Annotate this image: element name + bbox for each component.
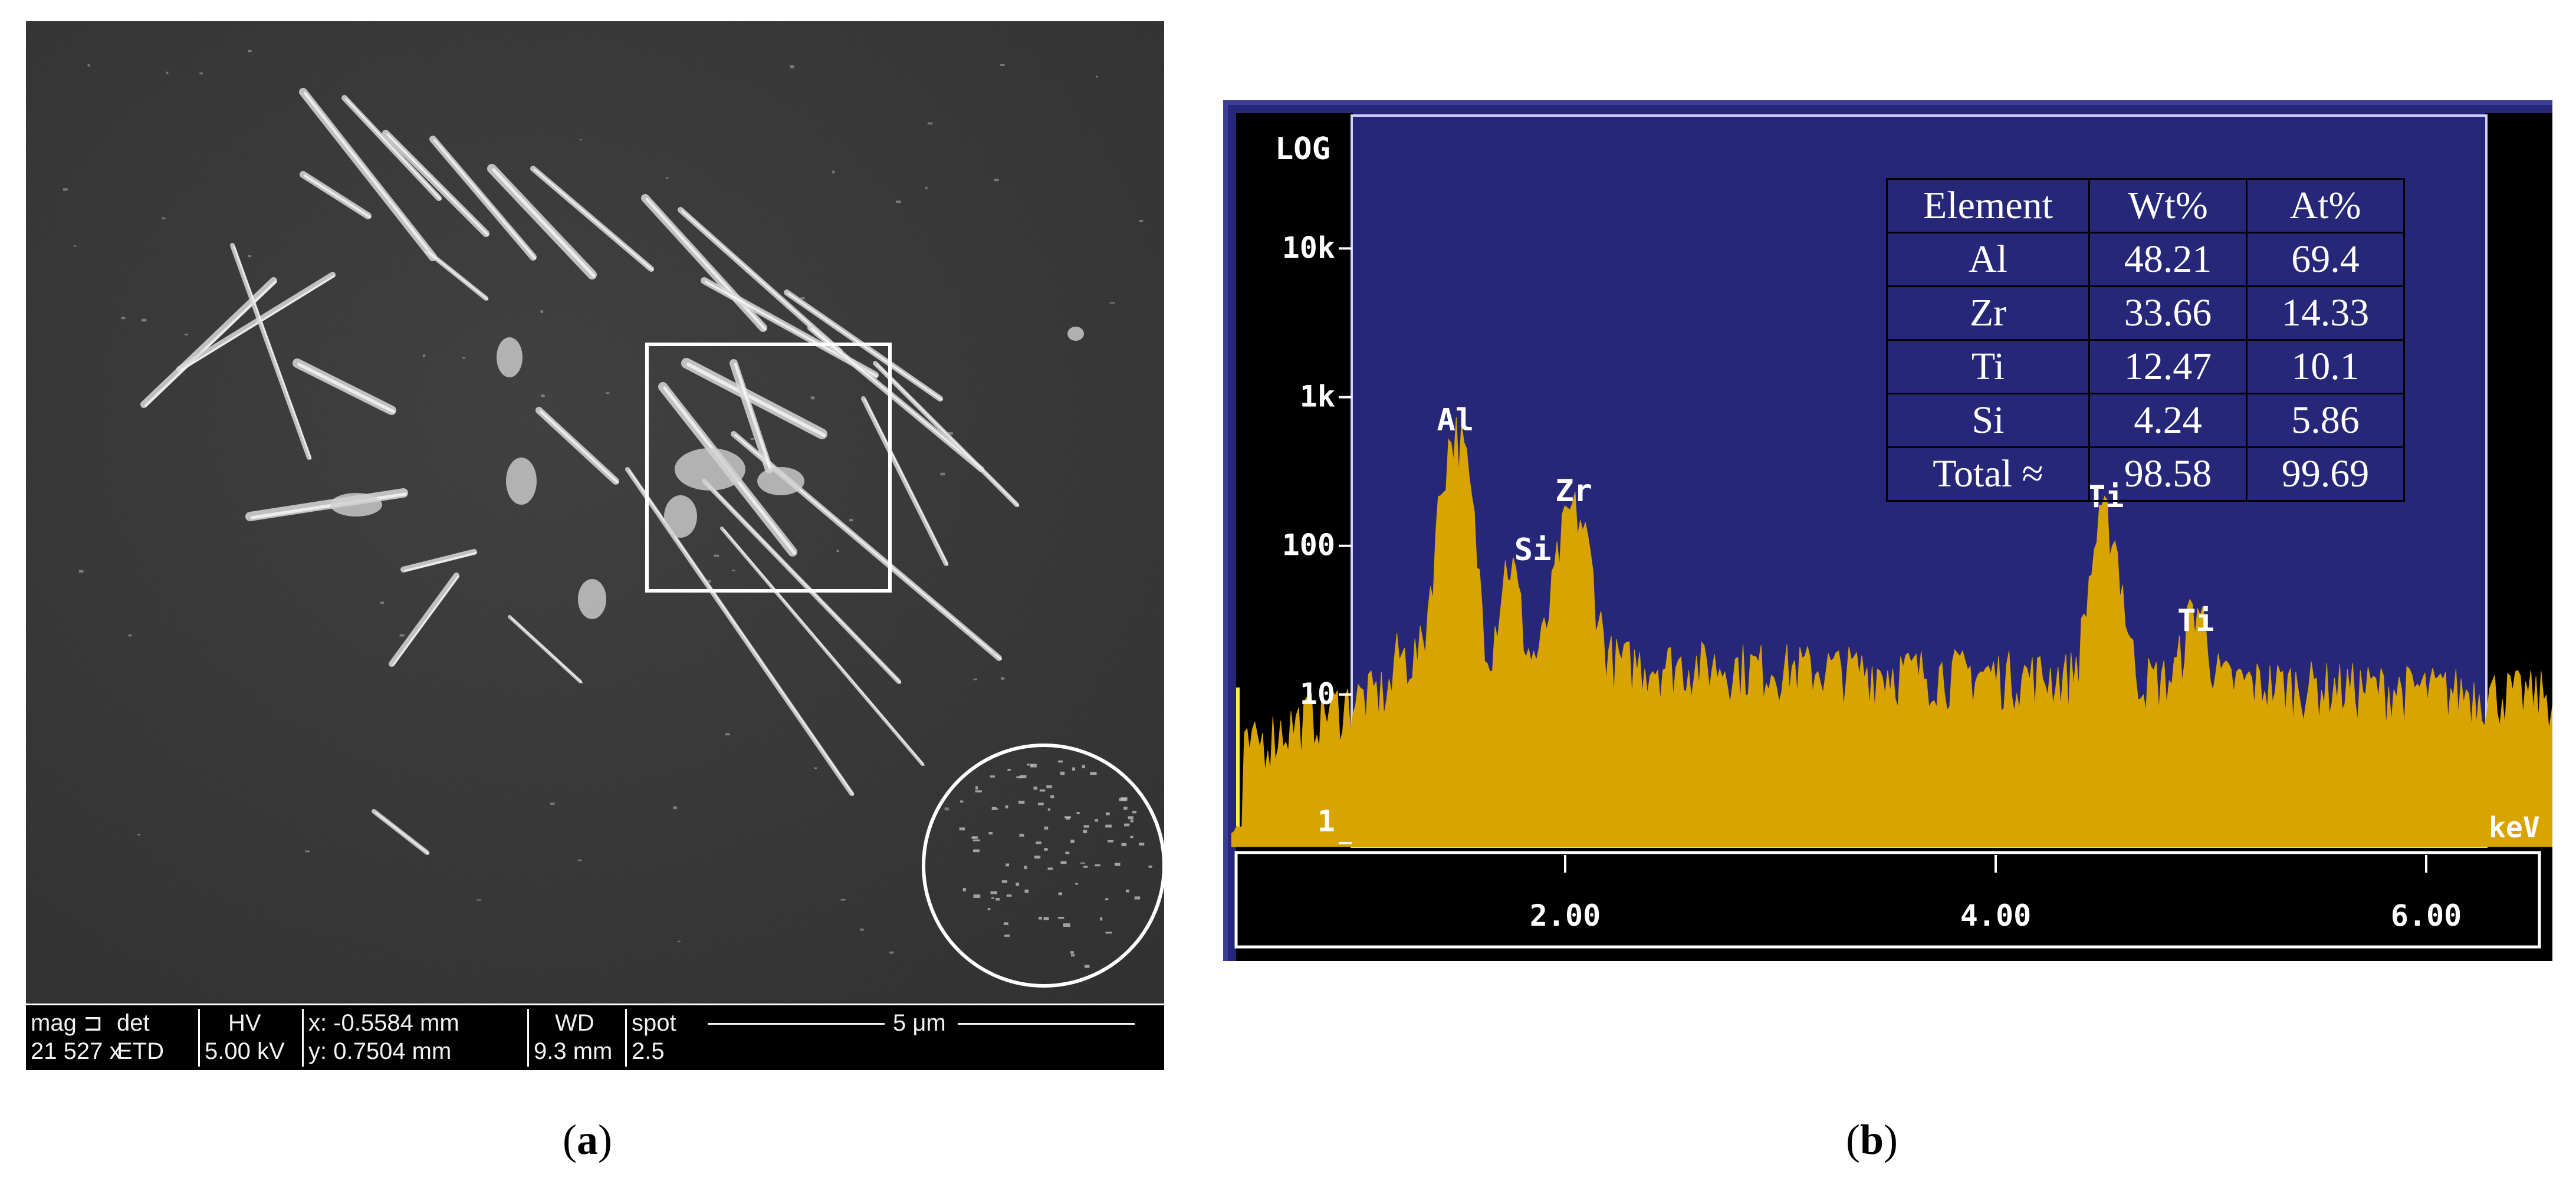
cell-wt: 12.47 <box>2088 339 2248 394</box>
mag-cell: mag ⊐ 21 527 x <box>26 1009 121 1067</box>
peak-label: Ti <box>2177 603 2214 639</box>
y-tick-label: 100 <box>1282 528 1335 562</box>
scale-bar-label: 5 μm <box>893 1010 946 1036</box>
spot-label: spot <box>632 1010 676 1036</box>
mag-value: 21 527 x <box>31 1038 121 1064</box>
cell-at: 99.69 <box>2246 446 2405 502</box>
spot-cell: spot 2.5 <box>625 1009 1162 1067</box>
caption-a: (a) <box>563 1116 612 1164</box>
spot-value: 2.5 <box>632 1038 665 1064</box>
x-coordinate: x: -0.5584 mm <box>308 1010 459 1036</box>
det-cell: det ETD <box>112 1009 178 1067</box>
cell-at: 10.1 <box>2246 339 2405 394</box>
cell-element: Total ≈ <box>1886 446 2090 502</box>
peak-label: Al <box>1437 403 1474 438</box>
caption-b-close: ) <box>1884 1116 1898 1163</box>
coord-cell: x: -0.5584 mm y: 0.7504 mm <box>302 1009 527 1067</box>
composition-table: Element Wt% At% Al 48.21 69.4 Zr 33.66 1… <box>1886 178 2405 502</box>
det-value: ETD <box>117 1038 164 1064</box>
caption-a-close: ) <box>597 1116 612 1163</box>
sem-panel: mag ⊐ 21 527 x det ETD HV 5.00 kV x: -0.… <box>26 21 1164 1070</box>
cell-at: 69.4 <box>2246 232 2405 287</box>
highlight-box <box>645 343 892 593</box>
wd-value: 9.3 mm <box>534 1038 613 1064</box>
cell-wt: 48.21 <box>2088 232 2248 287</box>
cell-element: Ti <box>1886 339 2090 394</box>
y-tick-label: 1k <box>1300 380 1335 414</box>
det-label: det <box>117 1010 150 1036</box>
table-row: Total ≈ 98.58 99.69 <box>1886 446 2405 502</box>
spectrum-area <box>1231 417 2552 847</box>
cell-at: 14.33 <box>2246 285 2405 341</box>
cell-at: 5.86 <box>2246 393 2405 448</box>
wd-cell: WD 9.3 mm <box>527 1009 626 1067</box>
table-row: Ti 12.47 10.1 <box>1886 339 2405 394</box>
x-tick-label: 2.00 <box>1530 899 1601 933</box>
y-tick-label: 10 <box>1300 677 1335 711</box>
table-row: Al 48.21 69.4 <box>1886 232 2405 287</box>
cell-element: Zr <box>1886 285 2090 341</box>
cell-wt: 4.24 <box>2088 393 2248 448</box>
cell-wt: 33.66 <box>2088 285 2248 341</box>
y-coordinate: y: 0.7504 mm <box>308 1038 452 1064</box>
sem-info-bar: mag ⊐ 21 527 x det ETD HV 5.00 kV x: -0.… <box>26 1004 1164 1070</box>
hv-value: 5.00 kV <box>205 1038 285 1064</box>
hv-cell: HV 5.00 kV <box>198 1009 299 1067</box>
table-row: Zr 33.66 14.33 <box>1886 285 2405 341</box>
wd-label: WD <box>555 1010 594 1036</box>
sem-micrograph <box>26 21 1164 1004</box>
table-header-row: Element Wt% At% <box>1886 178 2405 233</box>
x-tick-label: 4.00 <box>1960 899 2031 933</box>
hv-label: HV <box>228 1010 261 1036</box>
cell-element: Al <box>1886 232 2090 287</box>
scale-bar-left <box>708 1023 885 1025</box>
peak-label: Zr <box>1555 473 1592 509</box>
header-at: At% <box>2246 178 2405 233</box>
caption-b-letter: b <box>1859 1116 1884 1163</box>
caption-a-open: ( <box>563 1116 577 1163</box>
y-tick-label: 10k <box>1282 231 1335 265</box>
caption-a-letter: a <box>576 1116 598 1163</box>
highlight-circle <box>922 744 1164 988</box>
cell-wt: 98.58 <box>2088 446 2248 502</box>
cell-element: Si <box>1886 393 2090 448</box>
scale-bar-right <box>958 1023 1135 1025</box>
x-tick-label: 6.00 <box>2391 899 2462 933</box>
caption-b: (b) <box>1846 1116 1898 1164</box>
x-unit-label: keV <box>2489 811 2540 844</box>
caption-b-open: ( <box>1846 1116 1860 1163</box>
header-element: Element <box>1886 178 2090 233</box>
log-label: LOG <box>1275 131 1330 167</box>
y-tick-label: 1 <box>1317 804 1335 838</box>
peak-label: Si <box>1514 532 1552 568</box>
mag-label: mag ⊐ <box>31 1010 103 1036</box>
header-wt: Wt% <box>2088 178 2248 233</box>
table-row: Si 4.24 5.86 <box>1886 393 2405 448</box>
